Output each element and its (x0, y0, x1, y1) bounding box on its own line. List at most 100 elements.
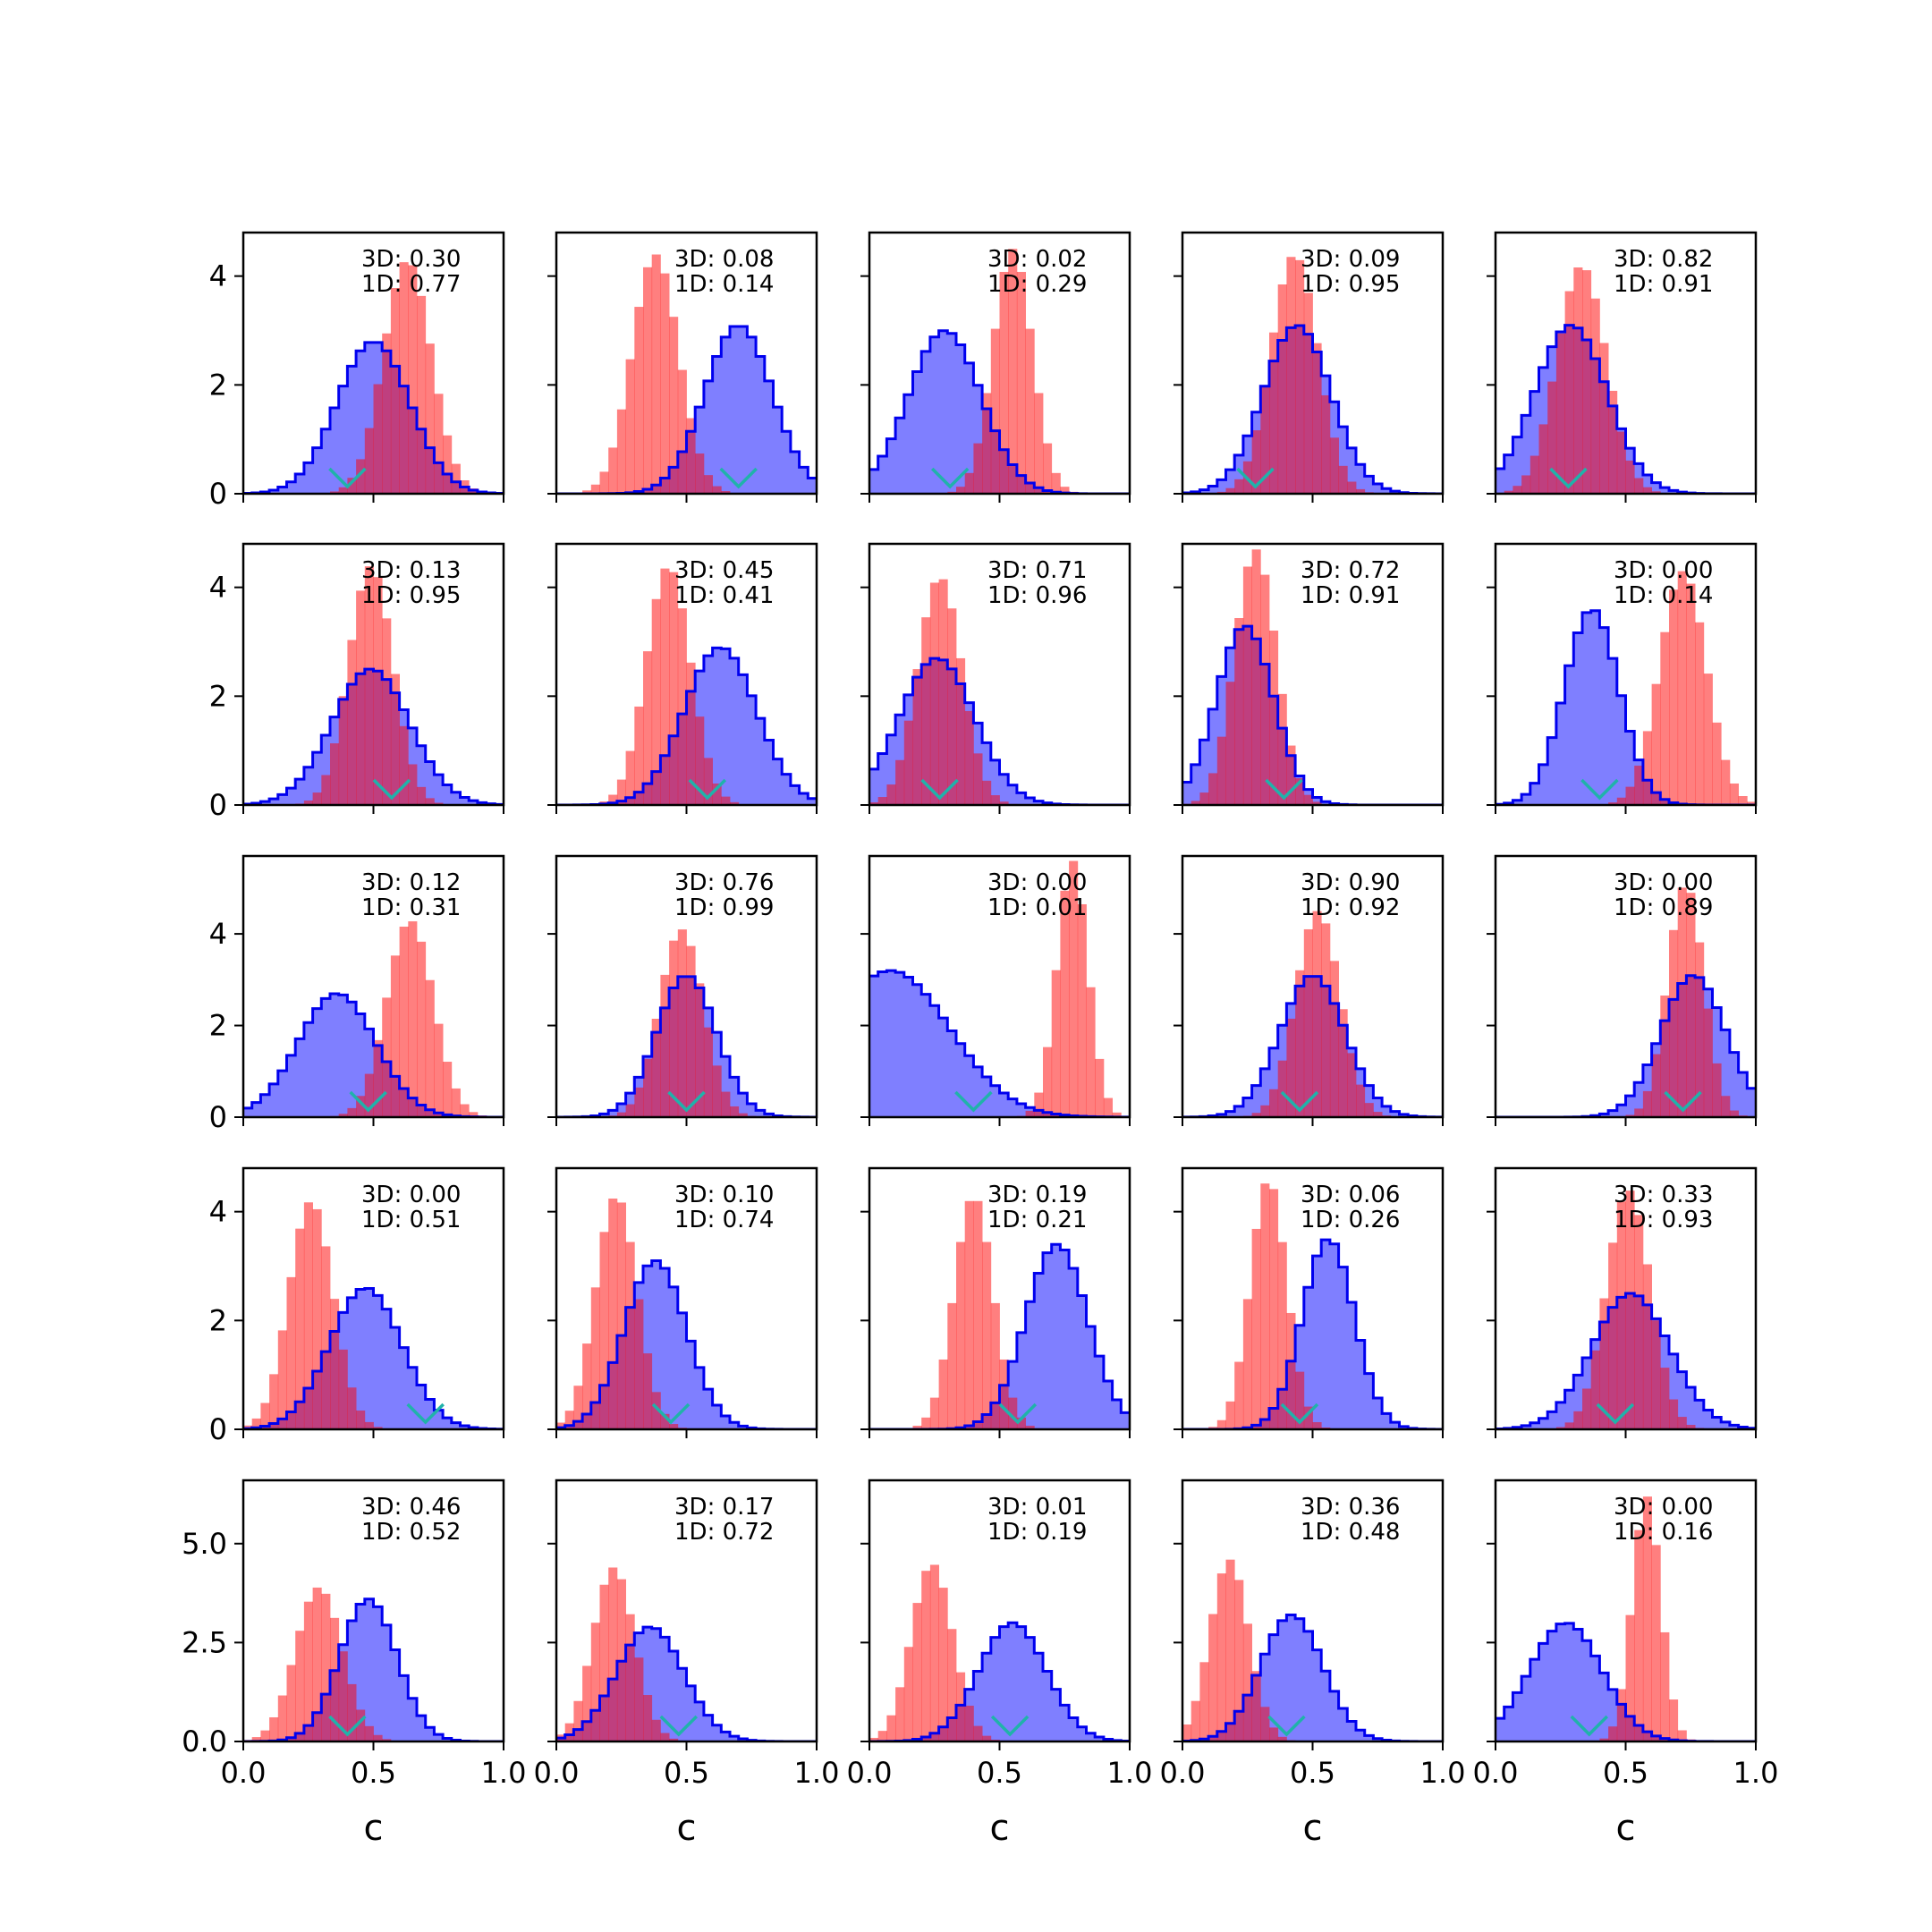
red-histogram-bar (1712, 722, 1722, 805)
red-histogram-bar (364, 428, 374, 494)
red-histogram-bar (1242, 566, 1252, 805)
red-histogram-bar (947, 1302, 957, 1429)
red-histogram-bar (1077, 903, 1087, 1117)
red-histogram-bar (1721, 1096, 1731, 1117)
annotation-3d: 3D: 0.13 (361, 557, 461, 584)
red-histogram-bar (669, 1424, 679, 1429)
red-histogram-bar (1686, 893, 1696, 1117)
red-histogram-bar (330, 1617, 340, 1741)
red-histogram-bar (390, 955, 400, 1117)
red-histogram-bar (390, 674, 400, 805)
truth-marker (328, 467, 367, 489)
red-histogram-bar (277, 1330, 287, 1429)
red-histogram-bar (721, 1091, 731, 1117)
red-histogram-bar (260, 1402, 270, 1429)
red-histogram-bar (1677, 1417, 1687, 1429)
annotation-1d: 1D: 0.91 (1301, 582, 1400, 609)
red-histogram-bar (260, 1730, 270, 1741)
truth-marker (1280, 1402, 1319, 1425)
red-histogram-bar (1530, 455, 1539, 494)
red-histogram-bar (929, 582, 939, 805)
blue-histogram-fill (1182, 1240, 1443, 1429)
red-histogram-bar (1034, 1092, 1044, 1117)
red-histogram-bar (677, 929, 687, 1117)
x-tick-label: 0.0 (847, 1756, 893, 1790)
red-histogram-bar (1695, 622, 1705, 805)
red-histogram-bar (651, 1018, 661, 1117)
annotation-3d: 3D: 0.30 (361, 246, 461, 273)
truth-marker (1570, 1715, 1608, 1737)
blue-histogram-fill (869, 970, 1130, 1117)
red-histogram-bar (886, 784, 896, 805)
red-histogram-bar (469, 1112, 479, 1117)
red-histogram-bar (1269, 631, 1279, 805)
red-histogram-bar (1634, 766, 1644, 805)
red-histogram-bar (903, 720, 913, 805)
red-histogram-bar (956, 1672, 966, 1741)
red-histogram-bar (929, 1397, 939, 1429)
red-histogram-bar (1286, 1312, 1296, 1429)
annotation-3d: 3D: 0.17 (674, 1494, 774, 1521)
red-histogram-bar (1625, 1114, 1635, 1117)
red-histogram-bar (1669, 1699, 1679, 1741)
red-histogram-bar (1616, 797, 1626, 805)
red-histogram-bar (1303, 292, 1313, 494)
red-histogram-bar (1608, 1242, 1618, 1429)
annotation-3d: 3D: 0.33 (1614, 1182, 1713, 1208)
red-histogram-bar (912, 669, 922, 805)
red-histogram-bar (312, 1208, 322, 1429)
red-histogram-bar (964, 1200, 974, 1429)
red-histogram-bar (1347, 1053, 1357, 1117)
red-histogram-bar (582, 1665, 592, 1741)
red-histogram-bar (608, 1199, 618, 1429)
red-histogram-bar (269, 1374, 279, 1429)
red-histogram-bar (1660, 1631, 1670, 1741)
red-histogram-bar (382, 333, 392, 494)
blue-histogram-fill (869, 1623, 1130, 1741)
red-histogram-bar (599, 1232, 609, 1429)
red-histogram-bar (321, 1246, 331, 1429)
red-histogram-bar (651, 254, 661, 494)
red-histogram-bar (686, 662, 696, 805)
red-histogram-bar (356, 459, 366, 494)
y-tick-label: 4 (209, 571, 227, 605)
red-histogram-bar (1686, 1425, 1696, 1429)
red-histogram-bar (451, 1088, 461, 1117)
red-histogram-bar (1277, 1736, 1287, 1741)
x-tick-label: 0.5 (1603, 1756, 1648, 1790)
red-histogram-bar (1260, 1105, 1270, 1117)
red-histogram-bar (1008, 249, 1018, 494)
truth-marker (1596, 1402, 1635, 1425)
x-tick-label: 0.0 (1160, 1756, 1206, 1790)
x-tick-label: 1.0 (481, 1756, 527, 1790)
red-histogram-bar (616, 779, 626, 805)
red-histogram-bar (338, 487, 348, 494)
annotation-3d: 3D: 0.46 (361, 1494, 461, 1521)
red-histogram-bar (1738, 796, 1748, 805)
red-histogram-bar (1025, 328, 1035, 494)
truth-marker (406, 1402, 445, 1425)
red-histogram-bar (399, 262, 409, 494)
red-histogram-bar (921, 1571, 931, 1741)
annotation-1d: 1D: 0.16 (1614, 1519, 1713, 1546)
red-histogram-bar (677, 608, 687, 805)
red-histogram-bar (1069, 860, 1079, 1117)
annotation-1d: 1D: 0.51 (361, 1207, 461, 1233)
red-histogram-bar (616, 1112, 626, 1117)
red-histogram-bar (451, 463, 461, 494)
red-histogram-bar (1651, 683, 1661, 805)
red-histogram-bar (338, 1349, 348, 1429)
red-histogram-bar (634, 706, 644, 805)
annotation-3d: 3D: 0.90 (1301, 869, 1400, 896)
x-tick-label: 1.0 (794, 1756, 840, 1790)
annotation-3d: 3D: 0.00 (1614, 1494, 1713, 1521)
x-tick-label: 0.5 (351, 1756, 396, 1790)
red-histogram-bar (338, 1651, 348, 1741)
truth-marker (920, 778, 959, 801)
truth-marker (659, 1715, 699, 1737)
y-tick-label: 4 (209, 1195, 227, 1229)
red-histogram-bar (877, 1731, 887, 1741)
